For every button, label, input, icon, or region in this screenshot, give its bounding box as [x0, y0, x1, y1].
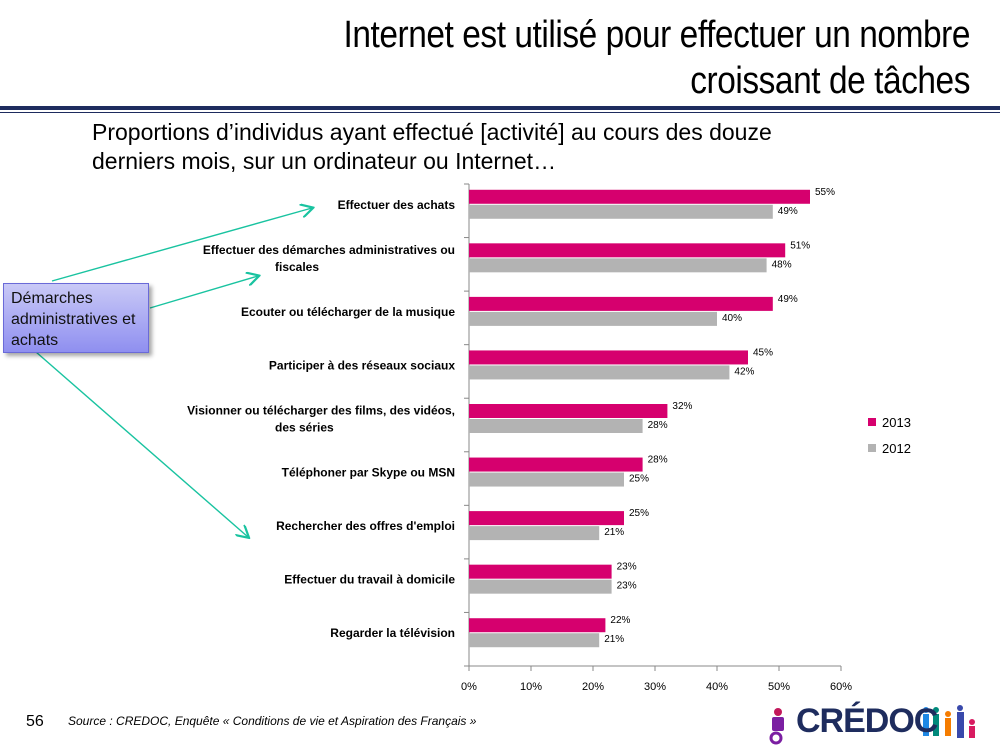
slide-title-line1: Internet est utilisé pour effectuer un n…: [343, 14, 971, 56]
bar-2012: [469, 472, 624, 487]
category-label: fiscales: [275, 260, 319, 274]
data-label-2012: 28%: [648, 420, 668, 431]
legend-swatch-2012: [868, 444, 876, 452]
data-label-2012: 21%: [604, 527, 624, 538]
legend-swatch-2013: [868, 418, 876, 426]
category-label: Ecouter ou télécharger de la musique: [241, 305, 455, 319]
legend-label-2013: 2013: [882, 415, 911, 430]
title-rule: [0, 106, 1000, 110]
bar-2012: [469, 365, 730, 380]
callout-box: Démarches administratives et achats: [3, 283, 149, 353]
source-note: Source : CREDOC, Enquête « Conditions de…: [68, 714, 477, 728]
bar-2013: [469, 350, 748, 365]
data-label-2013: 51%: [790, 240, 810, 251]
callout-arrow: [35, 351, 248, 537]
page-number: 56: [26, 713, 44, 730]
data-label-2013: 23%: [617, 562, 637, 573]
category-label: Rechercher des offres d'emploi: [276, 519, 455, 533]
credoc-logo: CRÉDOC: [766, 700, 986, 746]
bar-2012: [469, 311, 717, 326]
data-label-2013: 25%: [629, 508, 649, 519]
logo-figures-icon: [769, 705, 975, 745]
data-label-2012: 42%: [734, 366, 754, 377]
data-label-2012: 49%: [778, 206, 798, 217]
bar-2012: [469, 526, 600, 541]
x-tick-label: 60%: [830, 681, 852, 693]
data-label-2013: 22%: [610, 615, 630, 626]
x-tick-label: 50%: [768, 681, 790, 693]
category-label: Regarder la télévision: [330, 626, 455, 640]
slide-title-line2: croissant de tâches: [690, 60, 970, 102]
x-tick-label: 0%: [461, 681, 477, 693]
category-label: des séries: [275, 421, 334, 435]
chart-subtitle: Proportions d’individus ayant effectué […: [92, 119, 772, 174]
data-label-2012: 21%: [604, 634, 624, 645]
data-label-2013: 28%: [648, 455, 668, 466]
bar-2013: [469, 296, 773, 311]
title-rule-thin: [0, 112, 1000, 113]
data-label-2012: 40%: [722, 313, 742, 324]
x-tick-label: 20%: [582, 681, 604, 693]
slide-title: Internet est utilisé pour effectuer un n…: [266, 12, 971, 104]
bar-2013: [469, 404, 668, 418]
logo-text: CRÉDOC: [796, 702, 938, 740]
bar-2013: [469, 243, 786, 258]
data-label-2013: 45%: [753, 347, 773, 358]
bar-2012: [469, 204, 773, 219]
x-tick-label: 40%: [706, 681, 728, 693]
data-label-2012: 48%: [772, 259, 792, 270]
legend-label-2012: 2012: [882, 441, 911, 456]
bar-2013: [469, 618, 606, 633]
bar-2013: [469, 511, 624, 526]
bar-2013: [469, 564, 612, 579]
category-label: Effectuer du travail à domicile: [284, 573, 455, 587]
bar-2013: [469, 189, 810, 204]
category-label: Effectuer des démarches administratives …: [203, 243, 455, 257]
data-label-2013: 32%: [672, 401, 692, 412]
bar-2012: [469, 419, 643, 433]
category-label: Visionner ou télécharger des films, des …: [187, 404, 455, 418]
data-label-2013: 49%: [778, 294, 798, 305]
bar-2012: [469, 579, 612, 594]
category-label: Effectuer des achats: [338, 198, 456, 212]
callout-arrow: [51, 208, 312, 282]
x-tick-label: 30%: [644, 681, 666, 693]
bar-2012: [469, 633, 600, 648]
bar-2013: [469, 457, 643, 472]
x-tick-label: 10%: [520, 681, 542, 693]
category-label: Téléphoner par Skype ou MSN: [282, 466, 455, 480]
data-label-2012: 25%: [629, 474, 649, 485]
callout-arrow: [149, 276, 258, 309]
category-label: Participer à des réseaux sociaux: [269, 358, 455, 372]
data-label-2013: 55%: [815, 187, 835, 198]
bar-2012: [469, 258, 767, 273]
data-label-2012: 23%: [617, 581, 637, 592]
